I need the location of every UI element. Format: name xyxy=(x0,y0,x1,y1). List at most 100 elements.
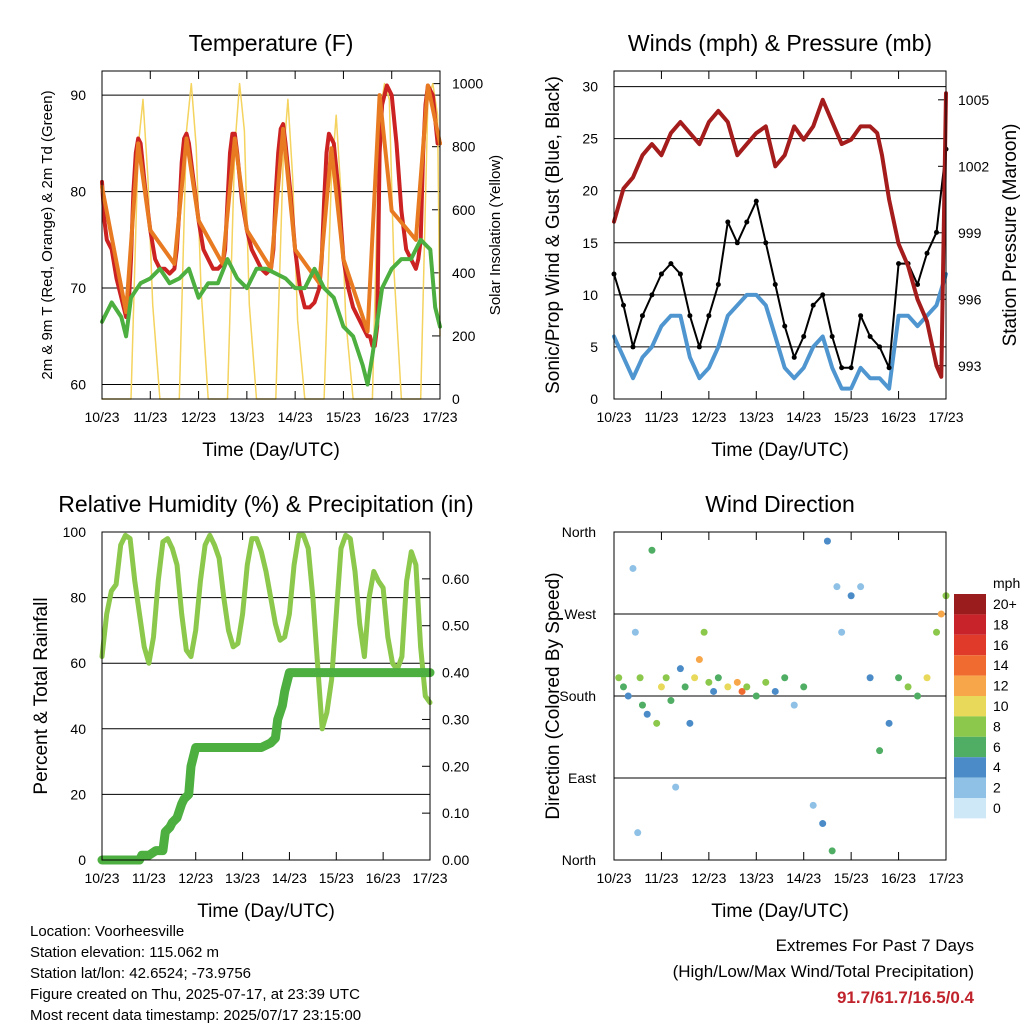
direction-point xyxy=(833,583,841,591)
x-axis-label: Time (Day/UTC) xyxy=(202,440,340,461)
x-tick-label: 15/23 xyxy=(319,870,354,886)
x-tick-label: 16/23 xyxy=(881,870,916,886)
x-axis-label: Time (Day/UTC) xyxy=(711,901,849,922)
gust-point xyxy=(915,281,921,287)
x-tick-label: 17/23 xyxy=(928,870,963,886)
direction-point xyxy=(695,656,703,664)
y-tick-label: 60 xyxy=(70,655,86,671)
direction-point xyxy=(847,592,855,600)
gust-point xyxy=(630,344,636,350)
direction-point xyxy=(667,697,675,705)
direction-point xyxy=(681,683,689,691)
colorbar-unit: mph xyxy=(993,575,1020,591)
gust-point xyxy=(801,334,807,340)
x-tick-label: 16/23 xyxy=(366,870,401,886)
extremes-heading: Extremes For Past 7 Days xyxy=(775,936,974,955)
direction-point xyxy=(895,674,903,682)
x-tick-label: 15/23 xyxy=(834,409,869,425)
direction-point xyxy=(686,719,694,727)
colorbar-label: 2 xyxy=(993,780,1001,796)
gust-point xyxy=(687,313,693,319)
direction-point xyxy=(629,564,637,572)
direction-point xyxy=(672,783,680,791)
direction-point xyxy=(933,628,941,636)
x-tick-label: 12/23 xyxy=(691,409,726,425)
gust-point xyxy=(934,229,940,235)
direction-point xyxy=(738,687,746,695)
y-right-tick-label: 200 xyxy=(452,328,476,344)
direction-point xyxy=(771,687,779,695)
colorbar-swatch xyxy=(954,594,986,615)
chart-title: Wind Direction xyxy=(705,491,855,517)
y-right-tick-label: 0.00 xyxy=(442,852,469,868)
y-right-tick-label: 0 xyxy=(452,391,460,407)
x-tick-label: 10/23 xyxy=(84,409,119,425)
y-right-tick-label: 1002 xyxy=(958,158,989,174)
gust-point xyxy=(715,281,721,287)
colorbar-swatch xyxy=(954,655,986,676)
x-tick-label: 11/23 xyxy=(133,409,167,425)
series-relative-humidity xyxy=(99,532,433,732)
gust-point xyxy=(782,323,788,329)
gust-point xyxy=(639,313,645,319)
gust-point xyxy=(858,313,864,319)
colorbar-label: 18 xyxy=(993,616,1009,632)
colorbar-label: 12 xyxy=(993,678,1009,694)
x-tick-label: 13/23 xyxy=(229,409,264,425)
x-tick-label: 15/23 xyxy=(834,870,869,886)
colorbar-swatch xyxy=(954,614,986,635)
y-tick-label: 0 xyxy=(590,391,598,407)
direction-point xyxy=(700,628,708,636)
y-tick-label: 0 xyxy=(78,852,86,868)
x-tick-label: 12/23 xyxy=(178,870,213,886)
x-tick-label: 14/23 xyxy=(786,870,821,886)
gust-point xyxy=(725,219,731,225)
plot-frame xyxy=(101,531,431,861)
y-right-tick-label: 993 xyxy=(958,358,982,374)
direction-point xyxy=(615,674,623,682)
direction-point xyxy=(631,628,639,636)
y-right-tick-label: 800 xyxy=(452,139,476,155)
y-right-tick-label: 600 xyxy=(452,202,476,218)
gust-point xyxy=(820,292,826,298)
extremes-values: 91.7/61.7/16.5/0.4 xyxy=(836,988,974,1007)
direction-point xyxy=(714,674,722,682)
created-text: Figure created on Thu, 2025-07-17, at 23… xyxy=(30,986,360,1003)
direction-point xyxy=(724,683,732,691)
gust-point xyxy=(649,292,655,298)
direction-point xyxy=(653,719,661,727)
colorbar-label: 0 xyxy=(993,800,1001,816)
gust-point xyxy=(877,344,883,350)
direction-point xyxy=(800,683,808,691)
gust-point xyxy=(924,250,930,256)
x-tick-label: 14/23 xyxy=(278,409,313,425)
panel-3: Relative Humidity (%) & Precipitation (i… xyxy=(31,491,474,922)
y-tick-label: 80 xyxy=(70,184,86,200)
y-right-axis-label: Station Pressure (Maroon) xyxy=(1000,124,1021,347)
chart-title: Winds (mph) & Pressure (mb) xyxy=(628,30,932,56)
y-axis-label: Percent & Total Rainfall xyxy=(31,597,52,794)
x-tick-label: 11/23 xyxy=(132,870,166,886)
gust-point xyxy=(734,240,740,246)
y-right-tick-label: 400 xyxy=(452,265,476,281)
direction-point xyxy=(638,701,646,709)
direction-point xyxy=(937,610,945,618)
series-2m-td xyxy=(100,237,442,387)
colorbar-swatch xyxy=(954,777,986,798)
y-tick-label: 10 xyxy=(582,287,598,303)
y-right-tick-label: 0.30 xyxy=(442,711,469,727)
direction-point xyxy=(914,692,922,700)
y-tick-label: 90 xyxy=(70,87,86,103)
y-right-tick-label: 0.10 xyxy=(442,805,469,821)
gust-point xyxy=(896,261,902,267)
direction-point xyxy=(790,701,798,709)
y-tick-label: 25 xyxy=(582,131,598,147)
x-tick-label: 17/23 xyxy=(412,870,447,886)
direction-point xyxy=(634,829,642,837)
y-tick-label: North xyxy=(562,524,596,540)
x-tick-label: 12/23 xyxy=(181,409,216,425)
x-tick-label: 12/23 xyxy=(691,870,726,886)
direction-point xyxy=(743,683,751,691)
x-tick-label: 10/23 xyxy=(596,409,631,425)
y-tick-label: 20 xyxy=(582,183,598,199)
